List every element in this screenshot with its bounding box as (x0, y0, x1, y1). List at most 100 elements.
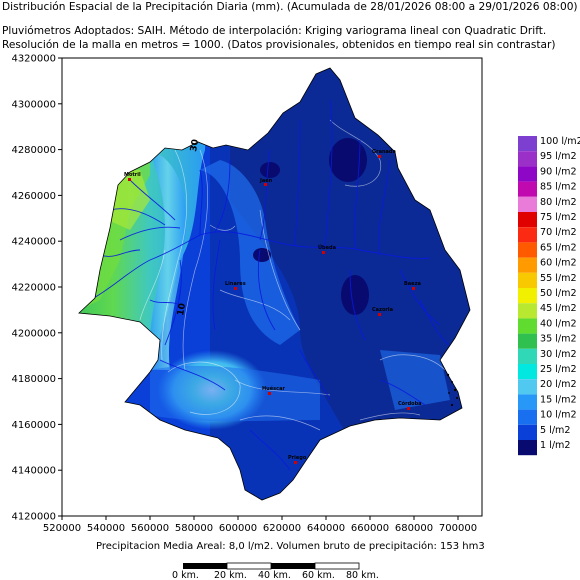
x-tick-label: 580000 (175, 523, 213, 534)
legend-label: 100 l/m2 (540, 136, 580, 147)
scale-label: 20 km. (214, 570, 247, 580)
legend-swatch (518, 394, 537, 410)
legend-swatch (518, 424, 537, 440)
legend-label: 10 l/m2 (540, 410, 577, 421)
x-tick-label: 600000 (219, 523, 257, 534)
legend-label: 30 l/m2 (540, 349, 577, 360)
city-label: Priego (288, 455, 307, 461)
legend-swatch (518, 196, 537, 212)
legend-swatch (518, 364, 537, 380)
scale-bar: 0 km. 20 km. 40 km. 60 km. 80 km. (172, 562, 379, 580)
legend: 100 l/m2 95 l/m2 90 l/m2 85 l/m2 80 l/m2 75 l… (518, 136, 580, 456)
legend-swatch (518, 227, 537, 243)
y-tick-label: 4320000 (11, 54, 56, 65)
y-tick-label: 4120000 (11, 512, 56, 523)
city-marker: Úbeda (318, 244, 336, 254)
city-label: Baeza (404, 281, 421, 287)
y-tick-label: 4260000 (11, 191, 56, 202)
scale-label: 0 km. (172, 570, 199, 580)
y-tick-label: 4240000 (11, 237, 56, 248)
city-label: Cazorla (372, 307, 393, 313)
legend-label: 80 l/m2 (540, 197, 577, 208)
legend-label: 15 l/m2 (540, 394, 577, 405)
legend-label: 85 l/m2 (540, 182, 577, 193)
x-tick-label: 560000 (131, 523, 169, 534)
legend-swatch (518, 181, 537, 197)
city-markers: Jaén Granada Úbeda Linares Baeza Cazorla… (124, 149, 422, 464)
city-marker: Priego (288, 455, 307, 464)
x-tick-label: 660000 (351, 523, 389, 534)
legend-swatch (518, 151, 537, 167)
legend-label: 55 l/m2 (540, 273, 577, 284)
x-tick-label: 640000 (307, 523, 345, 534)
x-tick-label: 520000 (43, 523, 81, 534)
x-tick-label: 700000 (439, 523, 477, 534)
legend-label: 70 l/m2 (540, 227, 577, 238)
scale-label: 80 km. (346, 570, 379, 580)
city-marker: Granada (372, 149, 396, 158)
city-label: Granada (372, 149, 396, 155)
scale-label: 40 km. (258, 570, 291, 580)
scale-label: 60 km. (302, 570, 335, 580)
city-label: Jaén (259, 177, 273, 184)
legend-swatch (518, 288, 537, 304)
legend-swatch (518, 303, 537, 319)
city-label: Úbeda (318, 244, 336, 251)
legend-swatch (518, 212, 537, 228)
city-marker: Huéscar (262, 385, 285, 395)
city-marker: Jaén (259, 177, 273, 186)
legend-swatch (518, 318, 537, 334)
legend-label: 1 l/m2 (540, 440, 571, 451)
legend-label: 35 l/m2 (540, 334, 577, 345)
legend-swatch (518, 333, 537, 349)
y-tick-label: 4300000 (11, 99, 56, 110)
method-note: Pluviómetros Adoptados: SAIH. Método de … (2, 25, 547, 37)
legend-swatch (518, 409, 537, 425)
y-tick-label: 4200000 (11, 328, 56, 339)
legend-swatch (518, 242, 537, 258)
city-label: Córdoba (398, 400, 422, 407)
legend-label: 50 l/m2 (540, 288, 577, 299)
legend-label: 40 l/m2 (540, 318, 577, 329)
x-tick-label: 680000 (395, 523, 433, 534)
legend-label: 60 l/m2 (540, 258, 577, 269)
y-tick-label: 4160000 (11, 420, 56, 431)
x-tick-label: 620000 (263, 523, 301, 534)
legend-swatch (518, 166, 537, 182)
legend-swatch (518, 440, 537, 456)
map-title: Distribución Espacial de la Precipitació… (2, 1, 578, 13)
legend-label: 75 l/m2 (540, 212, 577, 223)
city-label: Motril (124, 172, 141, 178)
isoline-label: 10 (176, 302, 188, 316)
legend-label: 45 l/m2 (540, 303, 577, 314)
city-label: Huéscar (262, 385, 285, 392)
legend-label: 90 l/m2 (540, 166, 577, 177)
legend-label: 20 l/m2 (540, 379, 577, 390)
areal-summary: Precipitacion Media Areal: 8,0 l/m2. Vol… (96, 541, 485, 552)
y-tick-label: 4180000 (11, 374, 56, 385)
y-tick-label: 4220000 (11, 283, 56, 294)
legend-swatch (518, 348, 537, 364)
legend-label: 95 l/m2 (540, 151, 577, 162)
city-marker: Motril (124, 172, 141, 181)
city-label: Linares (225, 281, 246, 287)
city-marker: Baeza (404, 281, 421, 290)
east-islets (446, 373, 458, 407)
resolution-note: Resolución de la malla en metros = 1000.… (2, 39, 556, 51)
y-tick-label: 4140000 (11, 466, 56, 477)
city-marker: Cazorla (372, 307, 393, 316)
x-tick-label: 540000 (87, 523, 125, 534)
x-axis: 520000 540000 560000 580000 600000 620000 6400… (43, 516, 477, 534)
legend-swatch (518, 272, 537, 288)
legend-label: 5 l/m2 (540, 425, 571, 436)
isoline-label: 30 (189, 138, 201, 152)
y-axis: 4320000 4300000 4280000 4260000 4240000 42200… (11, 54, 62, 523)
legend-label: 65 l/m2 (540, 242, 577, 253)
legend-label: 25 l/m2 (540, 364, 577, 375)
legend-swatch (518, 379, 537, 395)
legend-swatch (518, 257, 537, 273)
legend-swatch (518, 136, 537, 152)
y-tick-label: 4280000 (11, 145, 56, 156)
city-marker: Córdoba (398, 400, 422, 410)
